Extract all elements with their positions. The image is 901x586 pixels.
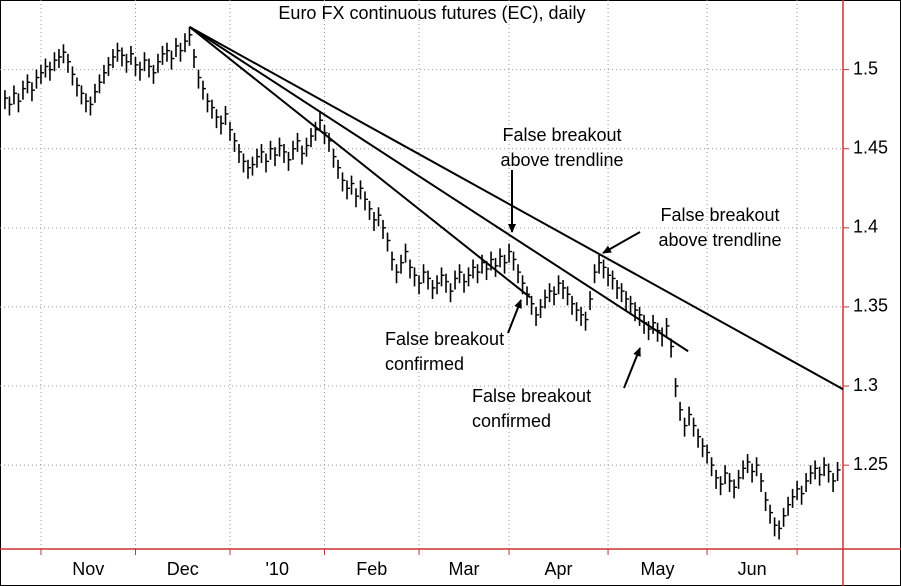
annotation: False breakout xyxy=(385,329,504,349)
x-tick-label: Feb xyxy=(356,559,387,579)
y-tick-label: 1.3 xyxy=(853,375,878,395)
annotation: False breakout xyxy=(502,125,621,145)
y-tick-label: 1.4 xyxy=(853,217,878,237)
annotation: False breakout xyxy=(660,205,779,225)
arrow xyxy=(602,231,641,254)
y-tick-label: 1.25 xyxy=(853,454,888,474)
annotation: False breakout xyxy=(472,386,591,406)
x-tick-label: Nov xyxy=(72,559,104,579)
y-tick-label: 1.35 xyxy=(853,296,888,316)
x-tick-label: '10 xyxy=(266,559,289,579)
annotation: confirmed xyxy=(385,354,464,374)
annotation: confirmed xyxy=(472,411,551,431)
annotation: above trendline xyxy=(658,230,781,250)
trendline xyxy=(188,26,844,391)
annotation: above trendline xyxy=(500,150,623,170)
chart-title: Euro FX continuous futures (EC), daily xyxy=(278,3,585,23)
trendline xyxy=(188,26,689,353)
arrow xyxy=(623,347,641,389)
x-tick-label: May xyxy=(641,559,675,579)
x-tick-label: Mar xyxy=(449,559,480,579)
x-tick-label: Dec xyxy=(167,559,199,579)
trendline xyxy=(188,26,531,299)
arrow xyxy=(507,299,522,334)
x-tick-label: Jun xyxy=(738,559,767,579)
y-tick-label: 1.5 xyxy=(853,58,878,78)
y-tick-label: 1.45 xyxy=(853,137,888,157)
x-tick-label: Apr xyxy=(545,559,573,579)
